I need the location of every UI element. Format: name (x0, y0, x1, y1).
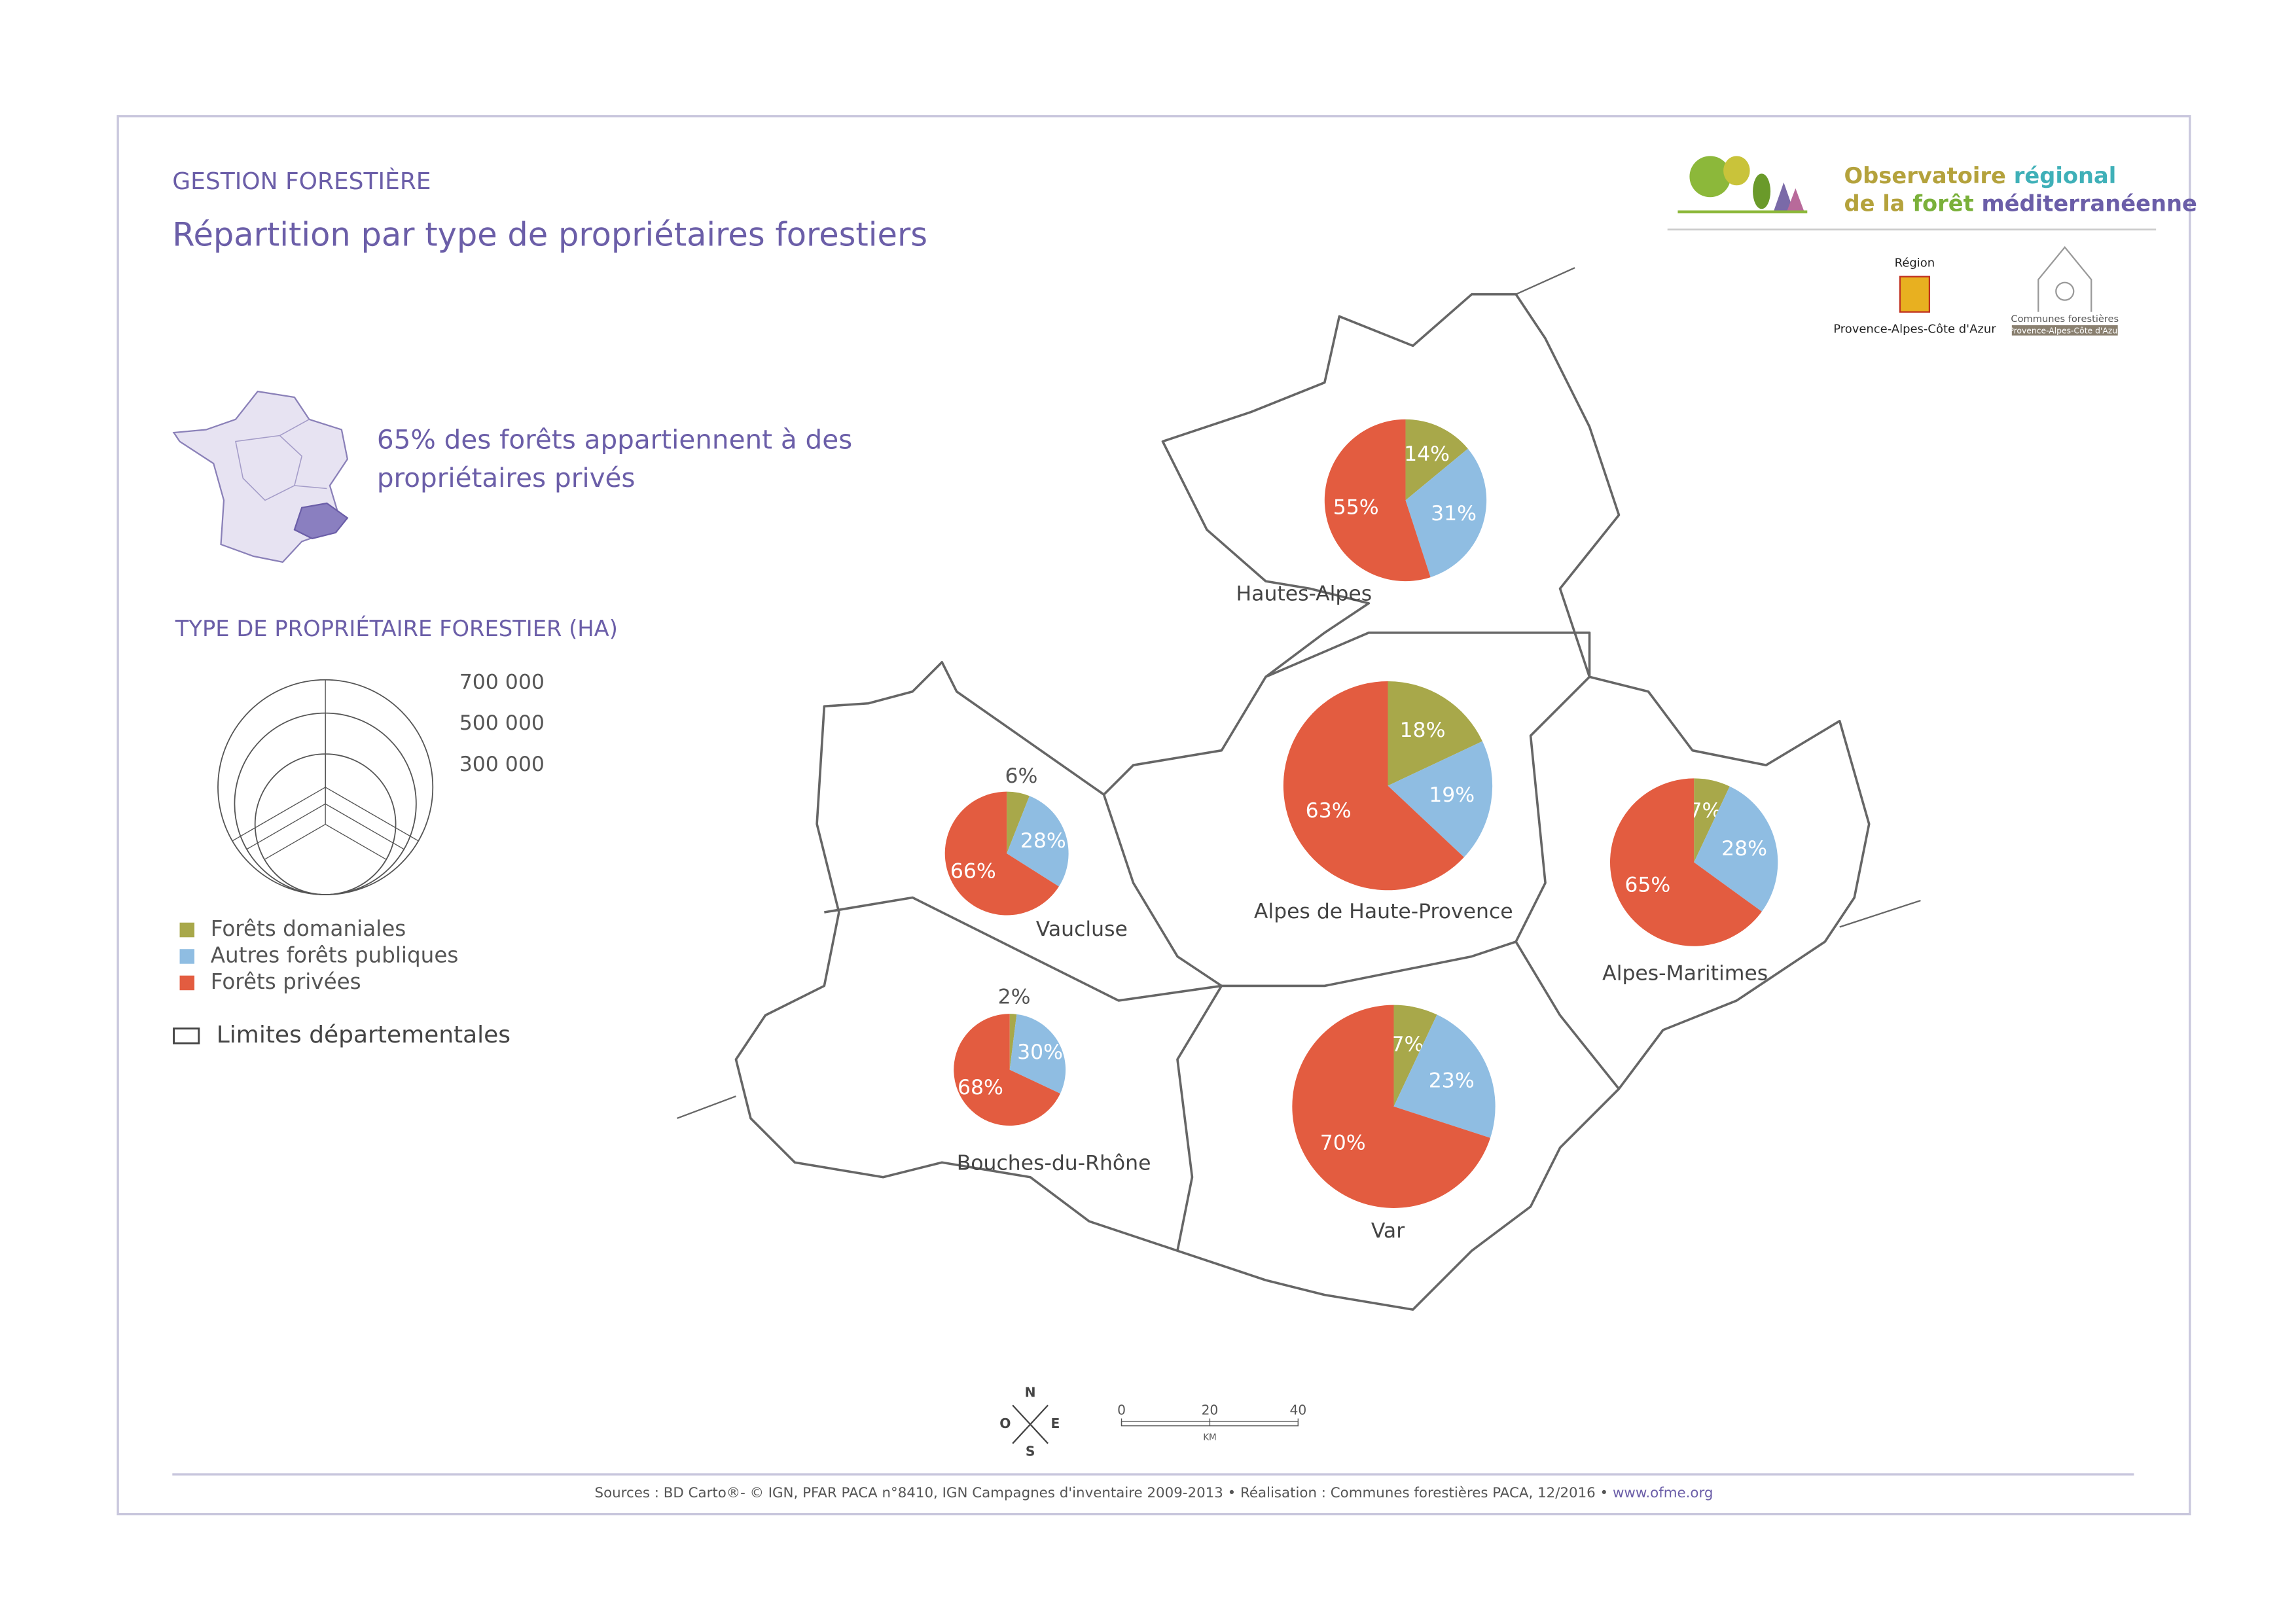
pie-slice (1405, 448, 1487, 578)
pie-slice (1393, 1005, 1437, 1107)
pie-label: 68% (958, 1076, 1003, 1099)
pie-label: 63% (1306, 799, 1352, 823)
france-minimap (172, 390, 349, 563)
pie-label: 55% (1333, 495, 1379, 519)
legend-label: Forêts domaniales (211, 916, 406, 941)
legend-swatch (179, 922, 195, 938)
legend-label: Autres forêts publiques (211, 942, 459, 967)
size-circle (254, 753, 397, 895)
logo-word: Observatoire (1844, 162, 2005, 188)
scale-tick-label: 40 (1289, 1402, 1306, 1418)
pie-label: 30% (1017, 1041, 1063, 1064)
pie-label: 2% (998, 986, 1031, 1009)
legend-swatch (179, 975, 195, 991)
pie-label: 7% (1391, 1033, 1424, 1056)
compass-letter: E (1050, 1416, 1060, 1431)
size-divider (325, 824, 387, 860)
size-divider (246, 803, 326, 850)
pie-slice (1388, 681, 1482, 786)
scale-tick-label: 20 (1202, 1402, 1219, 1418)
size-divider (325, 787, 419, 842)
department-name: Hautes-Alpes (1236, 582, 1372, 605)
pie-slice (1694, 786, 1778, 912)
compass-cross (1012, 1404, 1049, 1444)
logo-icon (1677, 156, 1808, 214)
sources: Sources : BD Carto®- © IGN, PFAR PACA n°… (595, 1485, 1609, 1501)
partner-label: Provence-Alpes-Côte d'Azur (2009, 326, 2121, 335)
logo-word: forêt (1912, 190, 1973, 216)
department-name: Alpes de Haute-Provence (1254, 900, 1513, 923)
legend-label: Forêts privées (211, 969, 361, 994)
pie-slice (1283, 681, 1464, 891)
size-label: 700 000 (459, 670, 545, 694)
scale-unit: KM (1203, 1433, 1216, 1443)
footer: Sources : BD Carto®- © IGN, PFAR PACA n°… (595, 1485, 1713, 1501)
logo-word: méditerranéenne (1982, 190, 2197, 216)
frame (117, 115, 2191, 1516)
compass-letter: O (999, 1416, 1011, 1431)
department-name: Alpes-Maritimes (1602, 961, 1768, 985)
pie-label: 66% (950, 859, 996, 883)
size-divider (264, 824, 326, 860)
pie-label: 19% (1429, 783, 1475, 807)
pie-slice (1007, 791, 1030, 854)
size-divider (232, 787, 326, 842)
pie-label: 31% (1431, 502, 1477, 526)
pie-slice (1007, 796, 1069, 887)
pie-label: 70% (1320, 1131, 1366, 1154)
boundary-swatch (173, 1027, 200, 1044)
category: GESTION FORESTIÈRE (172, 168, 431, 195)
pie-slice (1393, 1014, 1496, 1138)
pie-slice (1388, 741, 1493, 857)
compass-letter: S (1026, 1444, 1035, 1459)
pie-slice (944, 791, 1059, 916)
pie-slice (1694, 778, 1730, 863)
size-divider (325, 803, 404, 850)
logo-line-1: Observatoire régional (1844, 162, 2116, 188)
logo-line-2: de la forêt méditerranéenne (1844, 190, 2197, 216)
pie-layer: 14% 31% 55% Hautes-Alpes 18% 19% 63% Alpes de H… (944, 419, 1778, 1243)
pie-slice (1009, 1014, 1066, 1094)
size-label: 300 000 (459, 753, 545, 776)
pie-label: 28% (1721, 837, 1767, 861)
pie-slice (1324, 419, 1431, 582)
highlight-line: propriétaires privés (377, 462, 636, 493)
partner-label: Communes forestières (2011, 313, 2119, 325)
department-name: Var (1371, 1219, 1405, 1243)
highlight-line: 65% des forêts appartiennent à des (377, 424, 852, 455)
title: Répartition par type de propriétaires fo… (172, 215, 927, 253)
pie-slice (1009, 1014, 1017, 1070)
pie-slice (1405, 419, 1468, 501)
legend-swatch (179, 949, 195, 964)
scale-tick-label: 0 (1117, 1402, 1126, 1418)
pie-label: 14% (1404, 442, 1450, 466)
boundary-legend: Limites départementales (217, 1022, 511, 1048)
pie-slice (954, 1014, 1060, 1126)
logo-word: régional (2014, 162, 2117, 188)
pie-label: 28% (1020, 829, 1066, 853)
department-name: Bouches-du-Rhône (957, 1151, 1151, 1175)
department-boundaries (677, 267, 1921, 1311)
url: www.ofme.org (1613, 1485, 1713, 1501)
compass-letter: N (1025, 1385, 1036, 1400)
pie-label: 23% (1429, 1069, 1475, 1093)
communes-emblem (2037, 245, 2092, 312)
size-label: 500 000 (459, 711, 545, 735)
department-name: Vaucluse (1036, 918, 1128, 941)
communes-band (2011, 325, 2118, 336)
pie-label: 6% (1005, 764, 1038, 788)
size-legend-title: TYPE DE PROPRIÉTAIRE FORESTIER (HA) (175, 615, 618, 641)
pie-label: 18% (1400, 719, 1446, 742)
partner-label: Région (1895, 256, 1935, 270)
logo-word: de la (1844, 190, 1905, 216)
region-emblem (1899, 276, 1931, 313)
pie-label: 65% (1624, 874, 1670, 897)
pie-slice (1292, 1005, 1491, 1208)
pie-slice (1610, 778, 1762, 946)
partner-label: Provence-Alpes-Côte d'Azur (1833, 323, 1996, 336)
